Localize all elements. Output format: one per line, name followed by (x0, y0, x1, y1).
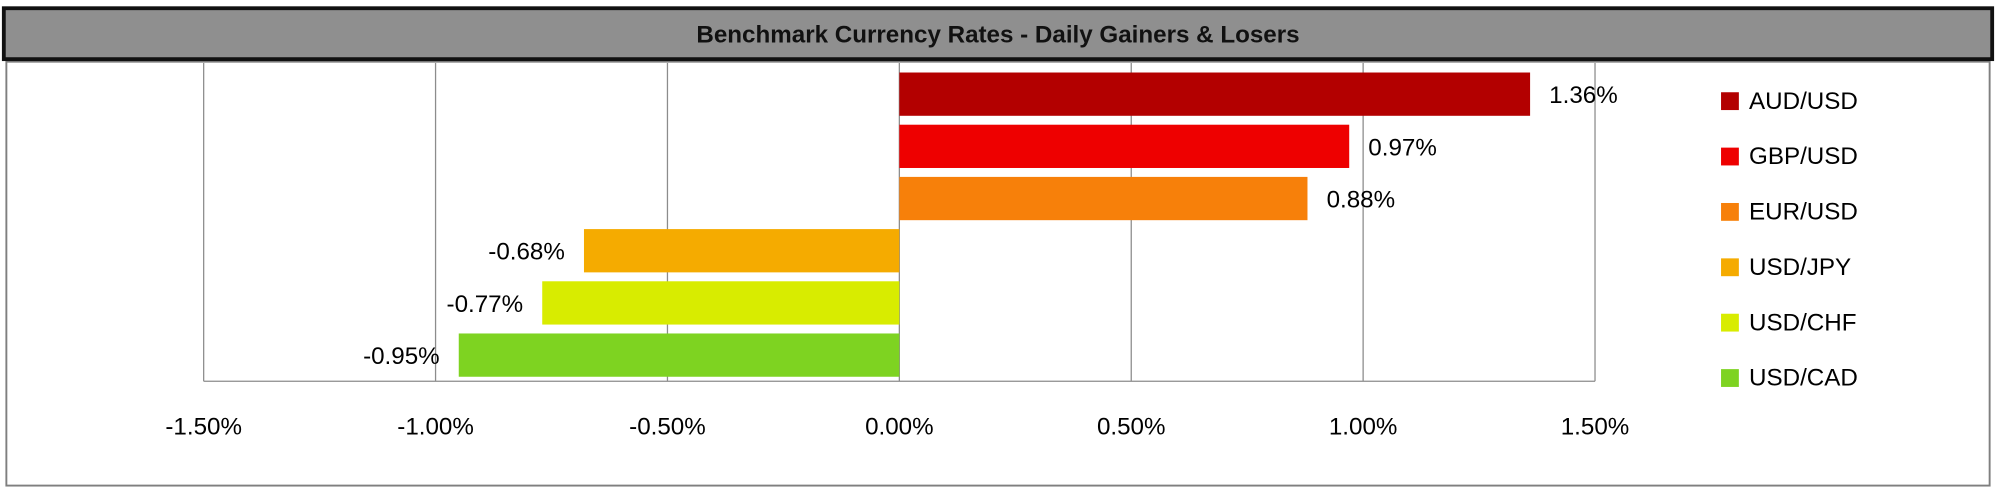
legend-swatch (1721, 92, 1739, 111)
bar (899, 124, 1350, 168)
x-tick-label: -1.00% (397, 414, 474, 441)
x-tick-label: -1.50% (165, 414, 242, 441)
legend-label: USD/CHF (1749, 309, 1856, 336)
legend-swatch (1721, 258, 1739, 277)
data-label: -0.68% (488, 239, 565, 266)
legend-label: GBP/USD (1749, 143, 1858, 170)
data-label: 1.36% (1549, 82, 1618, 109)
x-tick-label: 1.00% (1329, 414, 1398, 441)
legend-label: USD/CAD (1749, 365, 1858, 392)
bar (542, 281, 900, 325)
legend-label: USD/JPY (1749, 254, 1851, 281)
legend-swatch (1721, 202, 1739, 221)
data-label: 0.88% (1327, 186, 1396, 213)
legend-swatch (1721, 147, 1739, 166)
data-label: -0.95% (363, 343, 440, 370)
x-tick-label: 0.00% (865, 414, 934, 441)
bar (458, 333, 900, 377)
legend-swatch (1721, 369, 1739, 387)
x-tick-label: 1.50% (1561, 414, 1630, 441)
bar (899, 72, 1531, 116)
x-tick-label: 0.50% (1097, 414, 1166, 441)
legend-label: AUD/USD (1749, 88, 1858, 115)
title-bar (1, 6, 1995, 62)
bar (899, 176, 1308, 221)
chart-title: Benchmark Currency Rates - Daily Gainers… (696, 22, 1299, 49)
legend-swatch (1721, 313, 1739, 332)
bar (583, 229, 900, 273)
legend-label: EUR/USD (1749, 199, 1858, 226)
data-label: -0.77% (447, 291, 524, 318)
x-tick-label: -0.50% (629, 414, 706, 441)
data-label: 0.97% (1368, 134, 1437, 161)
